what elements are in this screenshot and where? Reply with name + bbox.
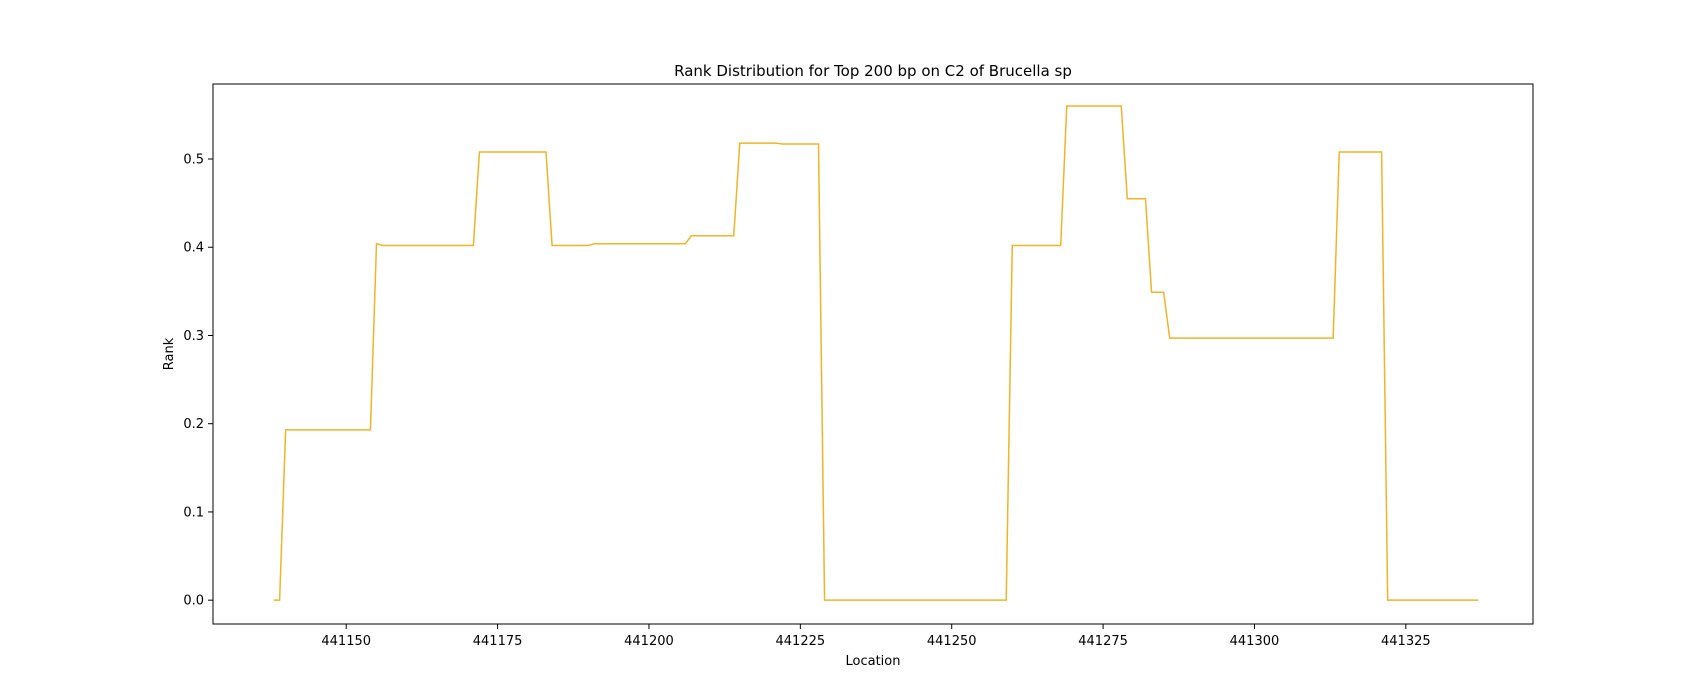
- x-tick-label: 441300: [1230, 634, 1280, 649]
- x-tick-label: 441150: [321, 634, 371, 649]
- y-axis-ticks: 0.0 0.1 0.2 0.3 0.4 0.5: [183, 153, 213, 609]
- x-tick-label: 441225: [776, 634, 826, 649]
- y-axis-label: Rank: [162, 337, 177, 370]
- x-tick-label: 441325: [1381, 634, 1431, 649]
- chart-title: Rank Distribution for Top 200 bp on C2 o…: [674, 62, 1072, 80]
- series-line: [273, 105, 1479, 601]
- y-tick-label: 0.2: [183, 417, 204, 432]
- y-tick-label: 0.5: [183, 153, 204, 168]
- y-tick-label: 0.1: [183, 505, 204, 520]
- x-axis-ticks: 441150 441175 441200 441225 441250 441275 4413…: [321, 624, 1431, 649]
- x-tick-label: 441175: [473, 634, 523, 649]
- x-tick-label: 441250: [927, 634, 977, 649]
- x-tick-label: 441275: [1078, 634, 1128, 649]
- y-tick-label: 0.3: [183, 329, 204, 344]
- plot-background: [213, 84, 1533, 624]
- plot-frame: [212, 83, 1534, 625]
- x-tick-label: 441200: [624, 634, 674, 649]
- x-axis-label: Location: [846, 654, 901, 669]
- y-tick-label: 0.4: [183, 241, 204, 256]
- y-tick-label: 0.0: [183, 594, 204, 609]
